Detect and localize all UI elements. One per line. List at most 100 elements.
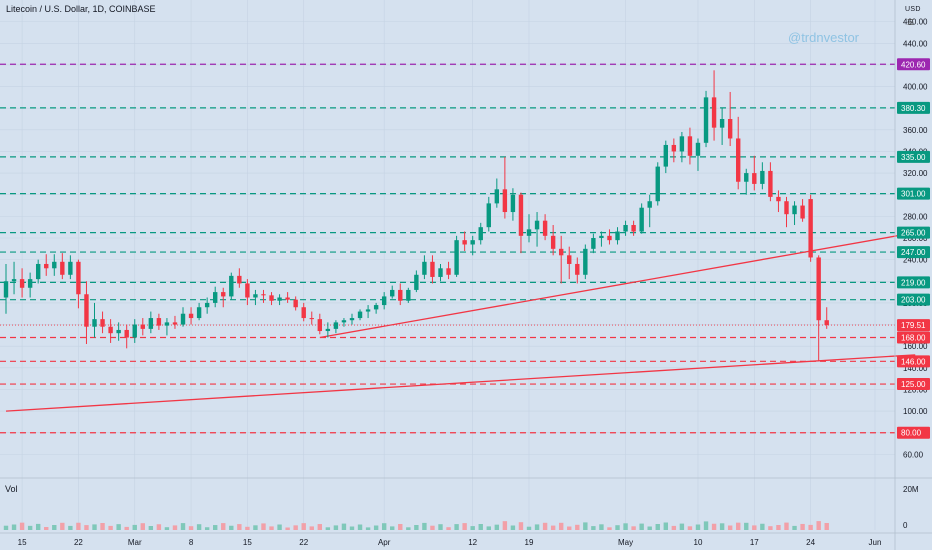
volume-bar [229, 525, 234, 530]
volume-bar [422, 522, 427, 530]
candle-body [744, 173, 749, 182]
candle-body [237, 275, 242, 284]
volume-bar [744, 522, 749, 530]
candle-body [695, 142, 701, 156]
candle-body [719, 119, 725, 128]
candle-body [261, 294, 266, 296]
candle-body [663, 144, 668, 167]
candle-body [341, 320, 347, 323]
price-tick-label: 60.00 [903, 450, 924, 459]
volume-bars [3, 521, 829, 530]
volume-bar [567, 526, 572, 530]
volume-bar [84, 525, 89, 530]
candle-body [816, 257, 821, 321]
volume-bar [180, 523, 186, 530]
price-tick-label: 160.00 [903, 342, 928, 351]
volume-bar [172, 525, 178, 530]
chart-title: Litecoin / U.S. Dollar, 1D, COINBASE [6, 4, 156, 14]
price-level-tag [897, 226, 930, 239]
price-axis: 60.0080.00100.00120.00140.00160.00180.00… [897, 18, 930, 530]
candle-body [800, 205, 805, 219]
price-level-tag [897, 246, 930, 259]
volume-bar [502, 521, 508, 530]
candle-body [542, 220, 548, 236]
volume-bar [518, 522, 524, 530]
time-tick-label: 15 [18, 538, 27, 547]
candle-body [11, 279, 17, 282]
candle-body [518, 194, 524, 236]
candle-body [277, 297, 282, 301]
candle-body [446, 268, 451, 275]
candle-body [687, 136, 693, 156]
candle-body [317, 319, 323, 332]
candle-body [196, 307, 202, 319]
volume-bar [221, 523, 226, 530]
volume-bar [76, 522, 81, 530]
volume-bar [583, 522, 588, 530]
volume-bar [631, 526, 636, 530]
volume-bar [647, 526, 652, 530]
volume-bar [752, 525, 757, 530]
volume-bar [52, 525, 57, 530]
volume-bar [92, 524, 97, 530]
price-level-tag [897, 426, 930, 439]
price-level-tag [897, 355, 930, 368]
volume-bar [124, 526, 129, 530]
price-level-tag-label: 168.00 [901, 334, 926, 343]
volume-bar [470, 526, 475, 530]
volume-bar [60, 522, 65, 530]
candle-body [752, 173, 757, 184]
candle-body [430, 261, 435, 277]
volume-bar [325, 527, 331, 530]
candle-body [381, 296, 387, 306]
candle-body [486, 203, 491, 228]
volume-bar [44, 527, 49, 530]
candle-body [204, 302, 210, 308]
volume-bar [510, 525, 516, 530]
candle-body [454, 240, 459, 275]
volume-bar [695, 524, 701, 530]
candle-body [164, 322, 170, 326]
volume-label: Vol [5, 484, 18, 494]
price-level-tag-label: 265.00 [901, 229, 926, 238]
candle-body [365, 309, 371, 312]
candle-body [526, 229, 532, 236]
grid [0, 0, 895, 530]
settings-icon[interactable]: ☰ [907, 18, 915, 27]
volume-bar [736, 522, 741, 530]
candle-body [60, 261, 65, 275]
candles [3, 70, 829, 362]
candle-body [148, 318, 154, 329]
volume-bar [301, 523, 306, 530]
volume-bar [68, 525, 73, 530]
candle-body [679, 136, 685, 152]
volume-bar [381, 523, 387, 530]
trendlines [5, 231, 916, 412]
volume-bar [446, 527, 451, 530]
volume-bar [768, 526, 773, 530]
candle-body [502, 189, 508, 213]
price-level-tag-label: 380.30 [901, 104, 926, 113]
currency-label[interactable]: USD [905, 6, 921, 13]
time-tick-label: 22 [299, 538, 308, 547]
volume-bar [808, 524, 813, 530]
candle-body [44, 263, 49, 269]
candle-body [309, 318, 314, 320]
candle-body [760, 170, 765, 184]
candle-body [575, 263, 580, 275]
candle-body [470, 240, 475, 245]
candle-body [124, 329, 129, 338]
volume-bar [575, 524, 580, 530]
price-tick-label: 280.00 [903, 212, 928, 221]
volume-bar [615, 525, 620, 530]
candle-body [647, 201, 652, 208]
volume-bar [703, 521, 709, 530]
volume-bar [261, 523, 266, 530]
candle-body [631, 225, 636, 232]
candle-body [229, 275, 234, 297]
volume-bar [27, 525, 33, 530]
candle-body [140, 324, 145, 329]
volume-bar [213, 525, 218, 530]
volume-bar [760, 523, 765, 530]
